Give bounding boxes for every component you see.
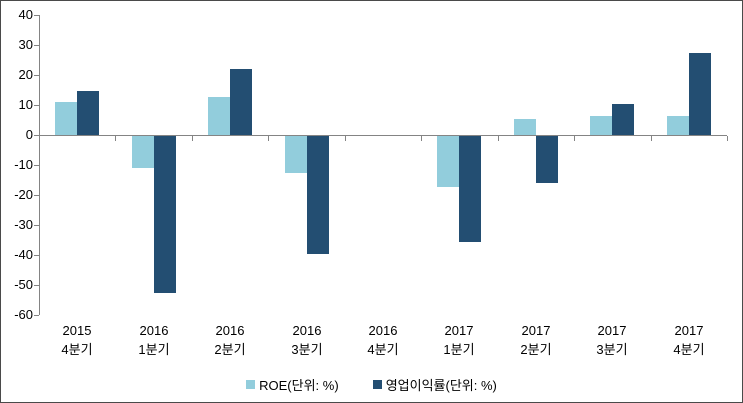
- x-axis-tick: [268, 136, 269, 141]
- y-axis-tick-label: -40: [14, 247, 33, 262]
- legend-item-operating-margin: 영업이익률(단위: %): [372, 375, 497, 394]
- y-axis-tick-label: 0: [25, 127, 33, 142]
- y-axis-tick: [34, 285, 39, 286]
- bar-roe: [514, 119, 536, 135]
- x-category-year: 2016: [368, 323, 398, 338]
- x-category-quarter: 3분기: [291, 342, 323, 357]
- bar-roe: [132, 136, 154, 168]
- y-axis-tick-label: -60: [14, 307, 33, 322]
- bar-operating-margin: [230, 69, 252, 135]
- bar-roe: [590, 116, 612, 135]
- y-axis-tick: [34, 15, 39, 16]
- y-axis-tick-label: -30: [14, 217, 33, 232]
- x-category-year: 2016: [292, 323, 322, 338]
- x-category-year: 2016: [215, 323, 245, 338]
- y-axis-tick: [34, 195, 39, 196]
- legend-item-roe: ROE(단위: %): [246, 375, 339, 394]
- x-category-quarter: 3분기: [596, 342, 628, 357]
- bar-roe: [437, 136, 459, 187]
- x-axis-tick: [574, 136, 575, 141]
- y-axis-tick-label: 40: [18, 7, 33, 22]
- y-axis-tick-label: 10: [18, 97, 33, 112]
- bar-operating-margin: [689, 53, 711, 135]
- y-axis-tick: [34, 255, 39, 256]
- x-category-quarter: 4분기: [673, 342, 705, 357]
- legend: ROE(단위: %) 영업이익률(단위: %): [1, 375, 742, 394]
- bar-roe: [55, 102, 77, 135]
- bar-operating-margin: [154, 136, 176, 293]
- y-axis-tick: [34, 45, 39, 46]
- y-axis-tick: [34, 225, 39, 226]
- x-axis-tick: [651, 136, 652, 141]
- x-axis-category-label: 2017 2분기: [498, 322, 574, 358]
- bar-operating-margin: [307, 136, 329, 254]
- legend-label: 영업이익률(단위: %): [385, 378, 497, 393]
- x-category-year: 2017: [597, 323, 627, 338]
- y-axis-tick: [34, 75, 39, 76]
- x-category-year: 2017: [674, 323, 704, 338]
- y-axis-tick-label: 30: [18, 37, 33, 52]
- x-category-quarter: 1분기: [443, 342, 475, 357]
- x-category-quarter: 4분기: [61, 342, 93, 357]
- bar-operating-margin: [459, 136, 481, 242]
- y-axis-tick-label: -20: [14, 187, 33, 202]
- bar-roe: [285, 136, 307, 173]
- bar-roe: [667, 116, 689, 135]
- x-axis-category-label: 2016 1분기: [116, 322, 192, 358]
- y-axis-tick-label: -50: [14, 277, 33, 292]
- bar-operating-margin: [612, 104, 634, 135]
- x-axis-tick: [115, 136, 116, 141]
- x-axis-category-label: 2016 3분기: [269, 322, 345, 358]
- bar-operating-margin: [536, 136, 558, 183]
- x-category-quarter: 1분기: [138, 342, 170, 357]
- y-axis-tick: [34, 315, 39, 316]
- x-axis-tick: [192, 136, 193, 141]
- y-axis-tick: [34, 105, 39, 106]
- y-axis-tick: [34, 135, 39, 136]
- bar-operating-margin: [77, 91, 99, 135]
- x-axis-category-label: 2016 4분기: [345, 322, 421, 358]
- x-category-quarter: 2분기: [214, 342, 246, 357]
- x-category-quarter: 2분기: [520, 342, 552, 357]
- y-axis-tick: [34, 165, 39, 166]
- y-axis-tick-label: -10: [14, 157, 33, 172]
- x-category-year: 2016: [139, 323, 169, 338]
- y-axis-tick-label: 20: [18, 67, 33, 82]
- x-axis-category-label: 2017 1분기: [421, 322, 497, 358]
- bar-roe: [208, 97, 230, 135]
- x-axis-tick: [421, 136, 422, 141]
- x-axis-tick: [727, 136, 728, 141]
- x-category-quarter: 4분기: [367, 342, 399, 357]
- legend-label: ROE(단위: %): [259, 378, 339, 393]
- legend-swatch-icon: [246, 380, 256, 389]
- x-axis-category-label: 2015 4분기: [39, 322, 115, 358]
- x-axis-category-label: 2017 3분기: [574, 322, 650, 358]
- x-axis-category-label: 2017 4분기: [651, 322, 727, 358]
- x-category-year: 2017: [521, 323, 551, 338]
- x-axis-line: [39, 135, 727, 136]
- legend-swatch-icon: [372, 380, 382, 389]
- x-axis-tick: [39, 136, 40, 141]
- x-category-year: 2017: [444, 323, 474, 338]
- x-axis-tick: [498, 136, 499, 141]
- x-category-year: 2015: [62, 323, 92, 338]
- y-axis-line: [39, 15, 40, 315]
- x-axis-tick: [345, 136, 346, 141]
- x-axis-category-label: 2016 2분기: [192, 322, 268, 358]
